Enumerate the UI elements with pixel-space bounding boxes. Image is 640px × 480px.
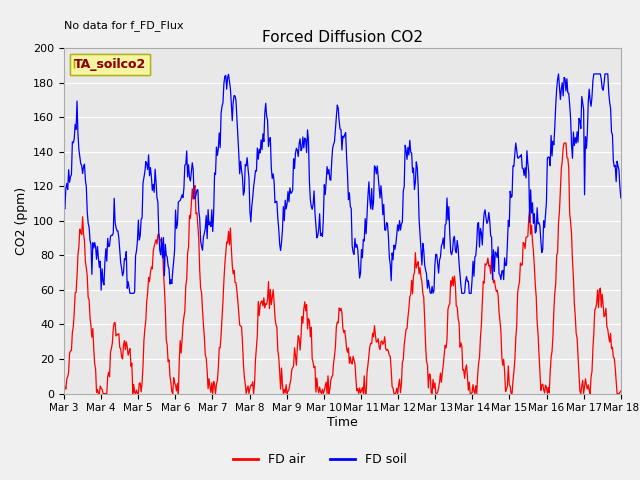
FD air <box>480 280 488 286</box>
FD air <box>159 269 167 275</box>
Line: FD soil: FD soil <box>64 74 621 293</box>
Title: Forced Diffusion CO2: Forced Diffusion CO2 <box>262 30 423 46</box>
FD soil <box>126 290 134 296</box>
FD soil <box>313 235 321 241</box>
FD soil <box>617 195 625 201</box>
FD soil <box>60 204 68 210</box>
FD soil <box>204 207 212 213</box>
FD soil <box>433 252 440 257</box>
Line: FD air: FD air <box>64 143 621 394</box>
Text: No data for f_FD_Flux: No data for f_FD_Flux <box>64 20 184 31</box>
Legend: TA_soilco2: TA_soilco2 <box>70 54 150 75</box>
FD air <box>433 391 440 396</box>
FD soil <box>389 257 397 263</box>
FD air <box>617 388 625 394</box>
FD air <box>95 391 102 396</box>
FD air <box>313 375 321 381</box>
FD air <box>60 387 68 393</box>
Legend: FD air, FD soil: FD air, FD soil <box>228 448 412 471</box>
FD air <box>560 140 568 146</box>
FD soil <box>159 235 167 240</box>
Y-axis label: CO2 (ppm): CO2 (ppm) <box>15 187 28 255</box>
FD soil <box>555 71 563 77</box>
X-axis label: Time: Time <box>327 416 358 429</box>
FD soil <box>480 210 488 216</box>
FD air <box>389 385 397 391</box>
FD air <box>204 386 212 392</box>
